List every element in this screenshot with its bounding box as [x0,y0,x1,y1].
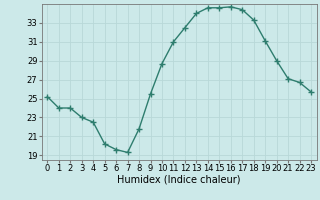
X-axis label: Humidex (Indice chaleur): Humidex (Indice chaleur) [117,175,241,185]
